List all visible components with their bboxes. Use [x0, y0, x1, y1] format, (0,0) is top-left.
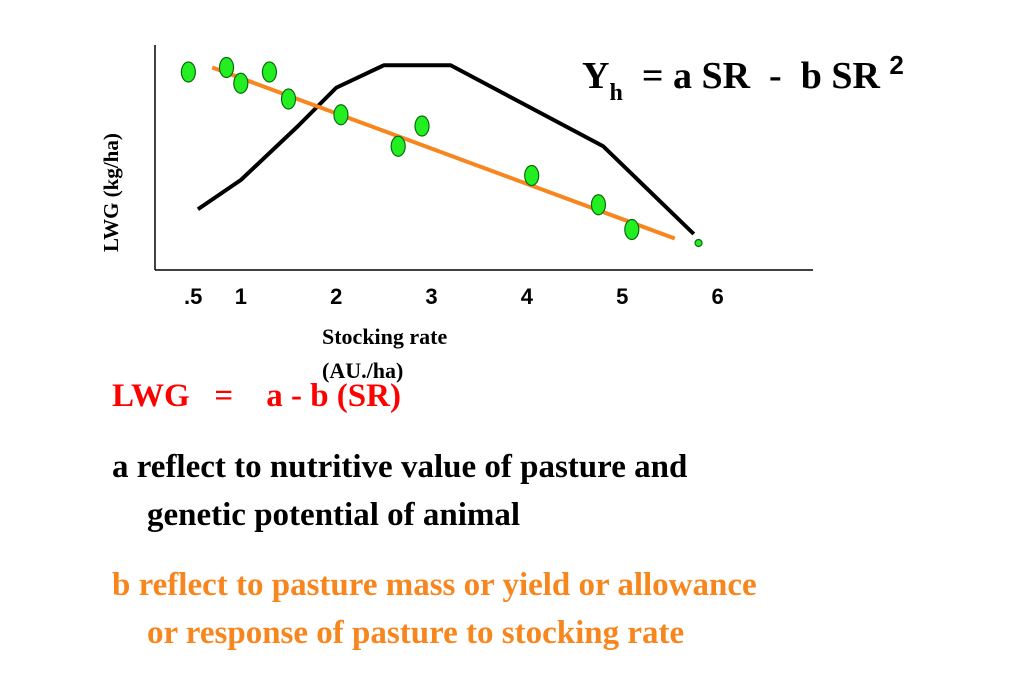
equation-y: Y: [582, 55, 610, 97]
a-description-line-1: a reflect to nutritive value of pasture …: [112, 449, 688, 485]
data-point: [694, 238, 703, 248]
data-point: [590, 194, 607, 216]
b-description: b reflect to pasture mass or yield or al…: [112, 561, 932, 657]
lwg-equation: LWG = a - b (SR): [112, 378, 401, 414]
x-tick-label: 5: [616, 284, 628, 309]
equation-subscript: h: [609, 80, 623, 106]
data-point: [624, 218, 640, 241]
equation-superscript: 2: [889, 50, 904, 80]
data-point: [180, 61, 196, 83]
a-description: a reflect to nutritive value of pasture …: [112, 443, 932, 539]
chart-axes: [154, 45, 813, 271]
quadratic-curve: [196, 63, 696, 236]
data-point: [333, 104, 349, 126]
x-tick-label: 3: [425, 284, 437, 309]
data-point: [414, 115, 430, 137]
x-tick-labels: .5 1 2 3 4 5 6: [184, 284, 724, 309]
x-axis-label-line-1: Stocking rate: [322, 324, 448, 349]
equation-body: = a SR - b SR: [622, 55, 890, 97]
b-description-line-2: or response of pasture to stocking rate: [147, 615, 685, 651]
x-axis-label: Stocking rate (AU./ha): [322, 320, 522, 388]
x-tick-label: 2: [330, 284, 342, 309]
data-point: [280, 88, 297, 110]
x-tick-label: 6: [712, 284, 724, 309]
data-point: [524, 164, 540, 187]
b-description-line-1: b reflect to pasture mass or yield or al…: [112, 567, 757, 603]
data-point: [218, 56, 235, 79]
a-description-line-2: genetic potential of animal: [147, 497, 521, 533]
chart-plot-area: [180, 56, 703, 248]
x-tick-label: .5: [184, 284, 202, 309]
y-axis-label: LWG (kg/ha): [99, 133, 123, 252]
x-axis-label-line-2: (AU./ha): [322, 358, 404, 383]
yield-equation: Yh = a SR - b SR 2: [582, 50, 904, 106]
data-point: [390, 135, 406, 157]
data-point: [233, 72, 249, 94]
x-tick-label: 1: [235, 284, 247, 309]
x-tick-label: 4: [521, 284, 534, 309]
data-point: [261, 61, 278, 83]
